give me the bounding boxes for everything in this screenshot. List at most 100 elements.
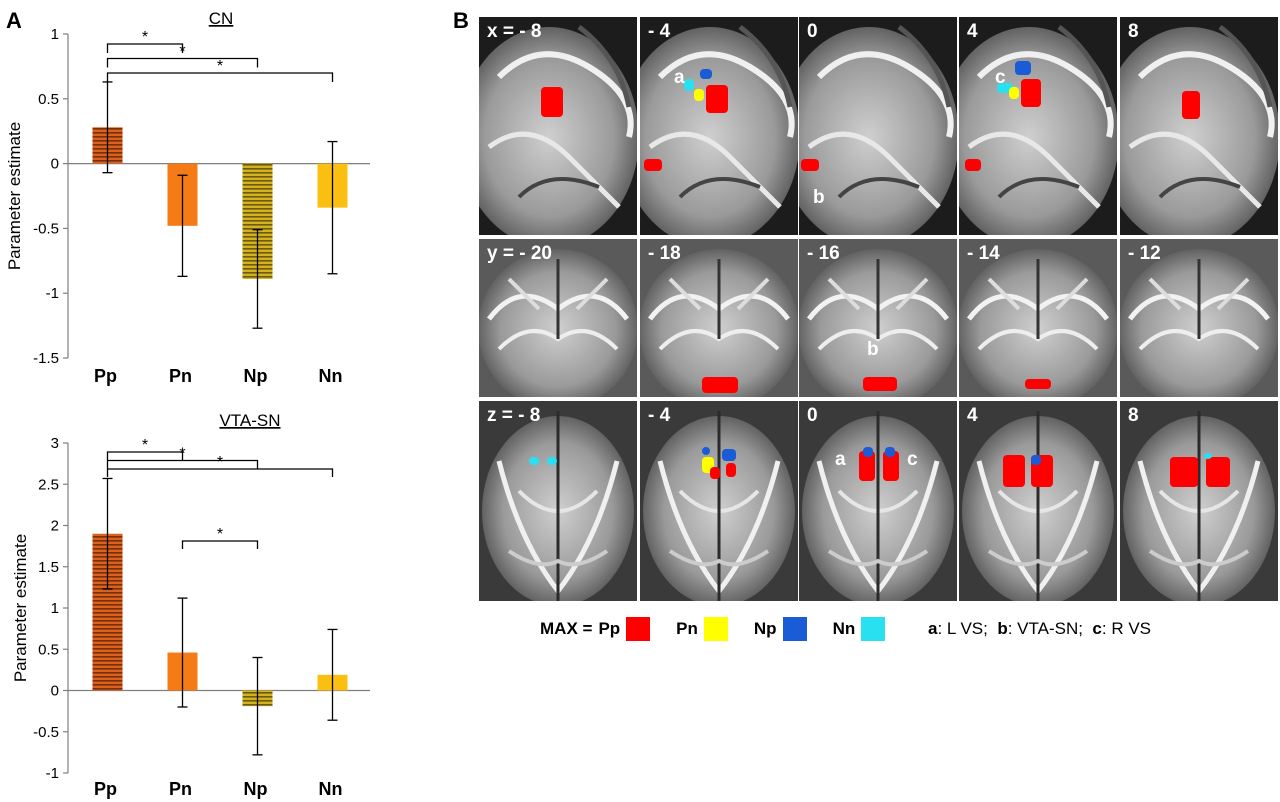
chart2-significance-bracket: [106, 468, 334, 477]
note-letter-a: a: [928, 619, 938, 638]
activation-blob: [1206, 457, 1230, 487]
brain-image: [799, 17, 957, 235]
activation-blob: [1204, 453, 1212, 459]
bar-charts: CN Parameter estimate 1 0.5 0 -0.5 -1 -1.5 Pp Pn N…: [5, 9, 370, 799]
slice-coordinate-label: 0: [807, 405, 818, 426]
chart2-ytick-label: -1: [46, 765, 59, 782]
activation-blob: [1025, 379, 1051, 389]
chart2-significance-star: *: [142, 437, 148, 454]
chart1-category-label: Pn: [169, 366, 192, 386]
chart1-category-label: Np: [244, 366, 268, 386]
activation-blob: [547, 457, 557, 465]
legend-label-pn: Pn: [676, 619, 698, 638]
slice-coordinate-label: x = - 8: [487, 21, 542, 42]
brain-slice-axial-2: - 4: [640, 401, 798, 601]
chart1-significance-bracket: [106, 72, 334, 82]
brain-image: [959, 17, 1117, 235]
note-text-c: : R VS: [1101, 619, 1151, 638]
legend-prefix: MAX =: [540, 619, 593, 638]
slice-coordinate-label: - 14: [967, 243, 1000, 264]
brain-slice-coronal-1: y = - 20: [479, 239, 637, 397]
activation-blob: [885, 447, 895, 457]
note-letter-b: b: [997, 619, 1008, 638]
chart1-title: CN: [209, 9, 234, 28]
chart1-ytick-label: -1.5: [33, 350, 59, 367]
brain-image: [959, 239, 1117, 397]
activation-blob: [859, 451, 875, 481]
chart1-ytick-label: 1: [51, 26, 59, 43]
legend-swatch-pp: [626, 617, 651, 641]
slice-coordinate-label: 8: [1128, 21, 1139, 42]
slice-coordinate-label: 0: [807, 21, 818, 42]
legend-swatch-pn: [703, 617, 728, 641]
chart2-ytick-label: 3: [51, 435, 59, 452]
slice-coordinate-label: 4: [967, 21, 978, 42]
brain-image: [640, 17, 798, 235]
brain-slice-coronal-3: - 16 b: [799, 239, 957, 397]
brain-image: [959, 401, 1117, 601]
slice-coordinate-label: - 4: [648, 405, 671, 426]
brain-image: [799, 239, 957, 397]
brain-slice-sagittal-5: 8: [1120, 17, 1278, 235]
region-letter-c: c: [907, 449, 918, 470]
chart1-ylabel: Parameter estimate: [5, 122, 24, 270]
activation-blob: [702, 377, 738, 393]
activation-blob: [1009, 87, 1019, 99]
activation-blob: [710, 467, 720, 479]
chart2-category-label: Pn: [169, 779, 192, 799]
panel-b-label: B: [453, 8, 469, 33]
chart1-significance-star: *: [179, 44, 185, 61]
chart1-category-label: Nn: [319, 366, 343, 386]
region-letter-b: b: [867, 339, 879, 360]
legend-label-nn: Nn: [832, 619, 856, 638]
chart1-ytick-label: 0.5: [38, 91, 59, 108]
activation-blob: [694, 89, 704, 101]
activation-blob: [702, 447, 710, 455]
activation-blob: [801, 159, 819, 171]
chart1-ytick-label: 0: [51, 156, 59, 173]
chart2-category-label: Np: [244, 779, 268, 799]
brain-slice-coronal-4: - 14: [959, 239, 1117, 397]
note-text-b: : VTA-SN;: [1007, 619, 1093, 638]
chart1-significance-bracket: [106, 43, 184, 53]
slice-coordinate-label: 4: [967, 405, 978, 426]
slice-coordinate-label: - 4: [648, 21, 671, 42]
legend-swatch-nn: [861, 617, 886, 641]
brain-image: [479, 401, 637, 601]
slice-coordinate-label: z = - 8: [487, 405, 541, 426]
note-text-a: : L VS;: [937, 619, 998, 638]
activation-blob: [1031, 455, 1041, 465]
region-letter-a: a: [835, 449, 846, 470]
chart2-ytick-label: 0.5: [38, 641, 59, 658]
activation-blob: [965, 159, 981, 171]
brain-image: [1120, 17, 1278, 235]
brain-slice-sagittal-2: - 4 a: [640, 17, 798, 235]
brain-image: [479, 239, 637, 397]
activation-blob: [644, 159, 662, 171]
activation-blob: [726, 463, 736, 477]
activation-blob: [684, 79, 694, 91]
legend-label-np: Np: [753, 619, 777, 638]
activation-blob: [863, 377, 897, 391]
chart1-significance-star: *: [217, 58, 223, 75]
brain-slice-axial-4: 4: [959, 401, 1117, 601]
chart2-ytick-label: 0: [51, 683, 59, 700]
chart2-ylabel: Parameter estimate: [11, 534, 30, 682]
legend-label-pp: Pp: [598, 619, 621, 638]
chart2-category-label: Nn: [319, 779, 343, 799]
brain-image: [1120, 239, 1278, 397]
activation-blob: [700, 69, 712, 79]
slice-coordinate-label: - 18: [648, 243, 681, 264]
slice-coordinate-label: - 12: [1128, 243, 1161, 264]
slice-coordinate-label: - 16: [807, 243, 840, 264]
activation-blob: [863, 447, 873, 457]
region-letter-b: b: [813, 187, 825, 208]
brain-image: [799, 401, 957, 601]
activation-blob: [1021, 79, 1041, 107]
chart1-ytick-label: -0.5: [33, 220, 59, 237]
brain-image: [640, 239, 798, 397]
activation-blob: [1170, 457, 1198, 487]
chart2-significance-star: *: [217, 526, 223, 543]
